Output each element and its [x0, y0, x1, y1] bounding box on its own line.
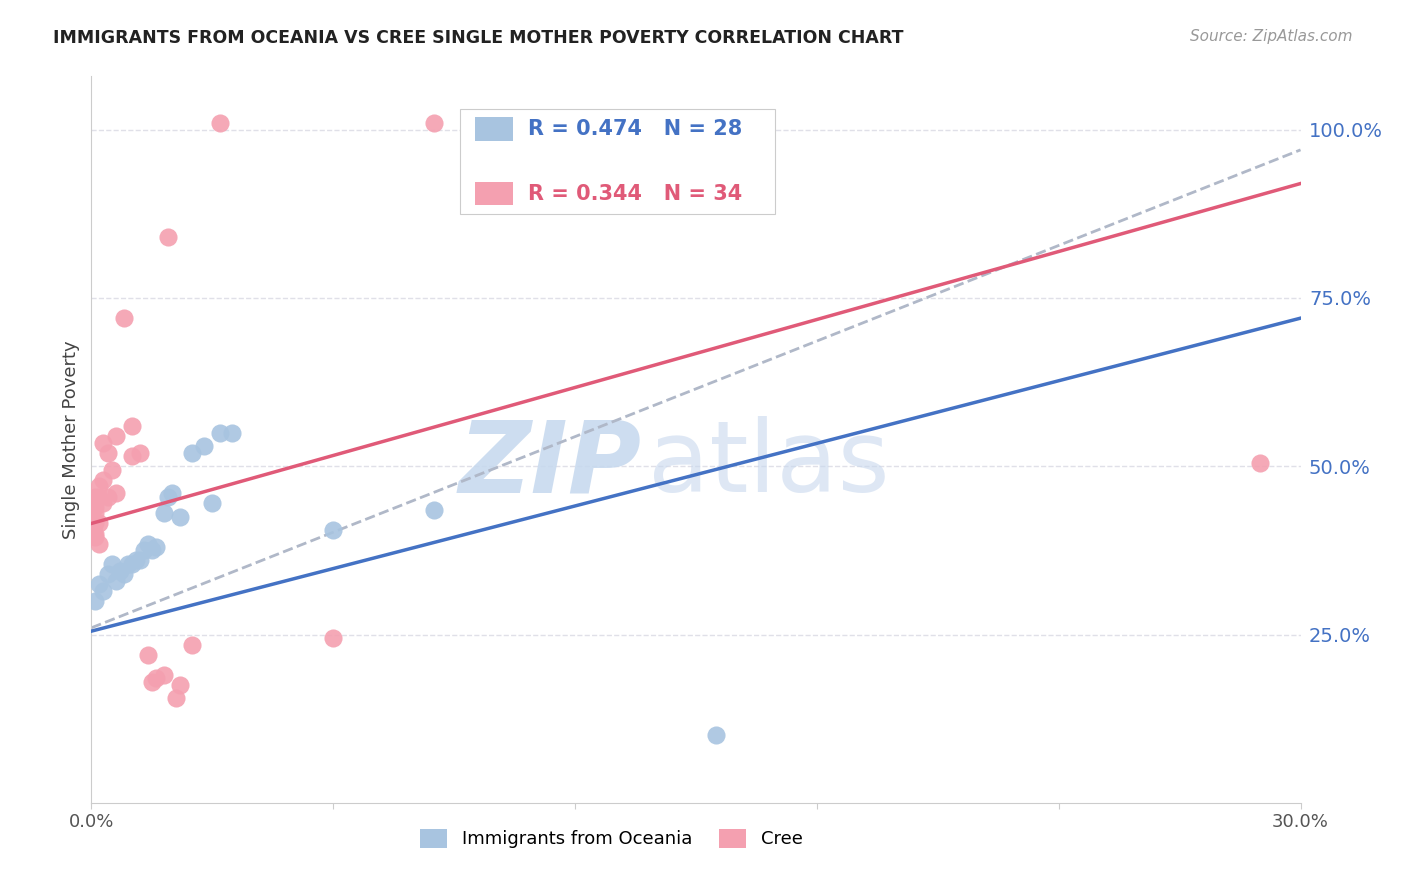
Point — [169, 509, 191, 524]
Point — [209, 116, 232, 130]
Point — [93, 473, 115, 487]
Point — [84, 526, 107, 541]
FancyBboxPatch shape — [460, 109, 775, 214]
Point — [89, 577, 111, 591]
Point — [84, 594, 107, 608]
Point — [96, 566, 118, 581]
Point — [84, 500, 107, 514]
Point — [84, 490, 107, 504]
Point — [153, 668, 176, 682]
Text: ZIP: ZIP — [458, 417, 641, 513]
Bar — [475, 182, 513, 205]
Point — [209, 425, 232, 440]
Point — [169, 678, 191, 692]
Point — [121, 557, 143, 571]
Point — [322, 631, 344, 645]
Text: Source: ZipAtlas.com: Source: ZipAtlas.com — [1189, 29, 1353, 44]
Point — [193, 439, 215, 453]
Point — [104, 574, 127, 588]
Point — [132, 543, 155, 558]
Point — [89, 479, 111, 493]
Point — [145, 671, 167, 685]
Point — [136, 648, 159, 662]
Point — [423, 503, 446, 517]
Point — [128, 446, 150, 460]
Point — [84, 516, 107, 531]
Point — [112, 311, 135, 326]
Point — [156, 230, 179, 244]
Point — [153, 507, 176, 521]
Point — [201, 496, 224, 510]
Point — [125, 553, 148, 567]
Point — [704, 729, 727, 743]
Point — [104, 429, 127, 443]
Point — [84, 507, 107, 521]
Point — [136, 536, 159, 550]
Point — [112, 566, 135, 581]
Point — [121, 449, 143, 463]
Point — [221, 425, 243, 440]
Point — [93, 435, 115, 450]
Point — [160, 486, 183, 500]
Point — [89, 490, 111, 504]
Text: IMMIGRANTS FROM OCEANIA VS CREE SINGLE MOTHER POVERTY CORRELATION CHART: IMMIGRANTS FROM OCEANIA VS CREE SINGLE M… — [53, 29, 904, 46]
Y-axis label: Single Mother Poverty: Single Mother Poverty — [62, 340, 80, 539]
Point — [141, 674, 163, 689]
Point — [117, 557, 139, 571]
Point — [96, 446, 118, 460]
Point — [128, 553, 150, 567]
Point — [89, 516, 111, 531]
Point — [84, 530, 107, 544]
Point — [104, 486, 127, 500]
Point — [1249, 456, 1271, 470]
Text: R = 0.474   N = 28: R = 0.474 N = 28 — [527, 119, 742, 139]
Point — [100, 557, 122, 571]
Point — [423, 116, 446, 130]
Point — [93, 496, 115, 510]
Point — [93, 583, 115, 598]
Point — [145, 540, 167, 554]
Text: atlas: atlas — [648, 417, 889, 513]
Text: R = 0.344   N = 34: R = 0.344 N = 34 — [527, 184, 742, 203]
Point — [165, 691, 187, 706]
Point — [181, 446, 204, 460]
Point — [141, 543, 163, 558]
Point — [322, 523, 344, 537]
Point — [100, 462, 122, 476]
Legend: Immigrants from Oceania, Cree: Immigrants from Oceania, Cree — [413, 822, 810, 855]
Point — [96, 490, 118, 504]
Point — [108, 564, 131, 578]
Point — [121, 418, 143, 433]
Point — [89, 536, 111, 550]
Point — [156, 490, 179, 504]
Bar — [475, 117, 513, 141]
Point — [181, 638, 204, 652]
